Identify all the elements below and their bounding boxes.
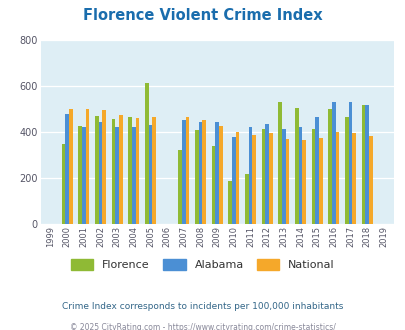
Bar	[335, 132, 339, 224]
Bar	[219, 126, 222, 224]
Bar	[152, 117, 156, 224]
Bar	[198, 121, 202, 224]
Bar	[211, 146, 215, 224]
Bar	[344, 117, 348, 224]
Bar	[115, 127, 119, 224]
Legend: Florence, Alabama, National: Florence, Alabama, National	[71, 259, 334, 270]
Bar	[285, 139, 289, 224]
Bar	[82, 127, 85, 224]
Bar	[69, 109, 72, 224]
Bar	[302, 140, 305, 224]
Bar	[364, 105, 368, 224]
Bar	[298, 127, 302, 224]
Bar	[261, 128, 265, 224]
Bar	[269, 133, 272, 224]
Bar	[132, 127, 135, 224]
Bar	[111, 119, 115, 224]
Bar	[228, 181, 232, 224]
Bar	[178, 150, 181, 224]
Bar	[148, 125, 152, 224]
Bar	[331, 102, 335, 224]
Bar	[181, 120, 185, 224]
Bar	[119, 115, 122, 224]
Bar	[102, 110, 106, 224]
Bar	[202, 120, 206, 224]
Bar	[98, 121, 102, 224]
Bar	[232, 137, 235, 224]
Bar	[85, 109, 89, 224]
Bar	[352, 133, 355, 224]
Bar	[128, 117, 132, 224]
Bar	[185, 116, 189, 224]
Bar	[78, 126, 82, 224]
Bar	[65, 114, 69, 224]
Bar	[248, 127, 252, 224]
Bar	[294, 108, 298, 224]
Bar	[95, 116, 98, 224]
Bar	[348, 102, 352, 224]
Bar	[215, 121, 219, 224]
Bar	[62, 144, 65, 224]
Bar	[368, 136, 372, 224]
Bar	[318, 138, 322, 224]
Bar	[135, 118, 139, 224]
Bar	[311, 128, 315, 224]
Bar	[145, 83, 148, 224]
Bar	[315, 116, 318, 224]
Text: Crime Index corresponds to incidents per 100,000 inhabitants: Crime Index corresponds to incidents per…	[62, 302, 343, 311]
Bar	[194, 130, 198, 224]
Text: © 2025 CityRating.com - https://www.cityrating.com/crime-statistics/: © 2025 CityRating.com - https://www.city…	[70, 323, 335, 330]
Bar	[278, 102, 281, 224]
Bar	[252, 135, 256, 224]
Bar	[235, 132, 239, 224]
Bar	[281, 129, 285, 224]
Bar	[245, 174, 248, 224]
Bar	[361, 106, 364, 224]
Bar	[328, 109, 331, 224]
Bar	[265, 124, 269, 224]
Text: Florence Violent Crime Index: Florence Violent Crime Index	[83, 8, 322, 23]
